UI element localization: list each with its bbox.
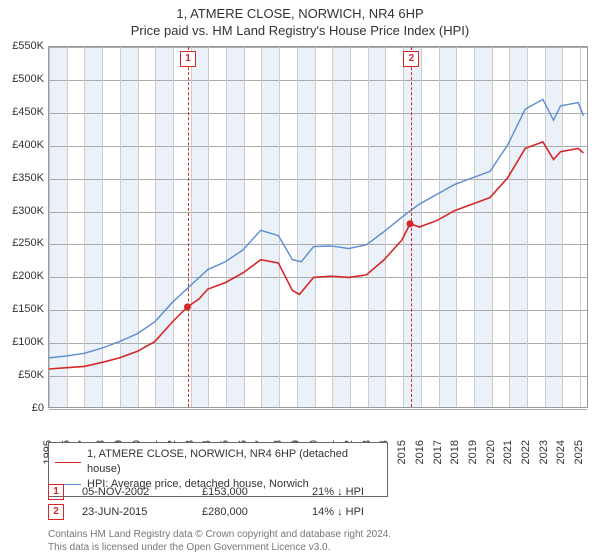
y-tick-label: £100K [6,336,44,348]
page-subtitle: Price paid vs. HM Land Registry's House … [0,23,600,38]
x-tick-label: 2019 [467,440,479,464]
page-title: 1, ATMERE CLOSE, NORWICH, NR4 6HP [0,6,600,21]
y-tick-label: £400K [6,139,44,151]
event-row-2: 2 23-JUN-2015 £280,000 14% ↓ HPI [48,502,588,522]
event-marker: 2 [403,51,419,67]
events-table: 1 05-NOV-2002 £153,000 21% ↓ HPI 2 23-JU… [48,482,588,522]
event-date-1: 05-NOV-2002 [82,482,202,502]
x-tick-label: 2022 [520,440,532,464]
series-line-property [49,142,584,369]
event-date-2: 23-JUN-2015 [82,502,202,522]
legend-swatch-property [55,462,81,463]
x-tick-label: 2021 [502,440,514,464]
chart-container: 1, ATMERE CLOSE, NORWICH, NR4 6HP Price … [0,0,600,560]
x-tick-label: 2023 [538,440,550,464]
x-tick-label: 2017 [432,440,444,464]
y-tick-label: £300K [6,205,44,217]
chart-plot-area: 12 [48,46,588,408]
y-tick-label: £150K [6,303,44,315]
legend-row-property: 1, ATMERE CLOSE, NORWICH, NR4 6HP (detac… [55,447,381,477]
attribution-block: Contains HM Land Registry data © Crown c… [48,528,391,554]
y-tick-label: £0 [6,402,44,414]
event-line [411,47,412,407]
legend-label-property: 1, ATMERE CLOSE, NORWICH, NR4 6HP (detac… [87,447,381,477]
y-tick-label: £500K [6,73,44,85]
event-marker: 1 [180,51,196,67]
y-tick-label: £200K [6,270,44,282]
series-line-hpi [49,99,584,357]
attribution-line-1: Contains HM Land Registry data © Crown c… [48,528,391,541]
x-tick-label: 2020 [485,440,497,464]
y-tick-label: £350K [6,172,44,184]
event-price-2: £280,000 [202,502,312,522]
x-tick-label: 2018 [449,440,461,464]
title-block: 1, ATMERE CLOSE, NORWICH, NR4 6HP Price … [0,0,600,38]
y-tick-label: £450K [6,106,44,118]
event-diff-2: 14% ↓ HPI [312,502,422,522]
attribution-line-2: This data is licensed under the Open Gov… [48,541,391,554]
event-diff-1: 21% ↓ HPI [312,482,422,502]
x-tick-label: 2016 [414,440,426,464]
gridline-horizontal [49,409,587,410]
event-index-2: 2 [48,504,64,520]
event-price-1: £153,000 [202,482,312,502]
event-index-1: 1 [48,484,64,500]
event-row-1: 1 05-NOV-2002 £153,000 21% ↓ HPI [48,482,588,502]
y-tick-label: £250K [6,237,44,249]
y-tick-label: £550K [6,40,44,52]
chart-svg [49,47,587,407]
x-tick-label: 2015 [396,440,408,464]
x-tick-label: 2024 [555,440,567,464]
event-line [188,47,189,407]
y-tick-label: £50K [6,369,44,381]
x-tick-label: 2025 [573,440,585,464]
